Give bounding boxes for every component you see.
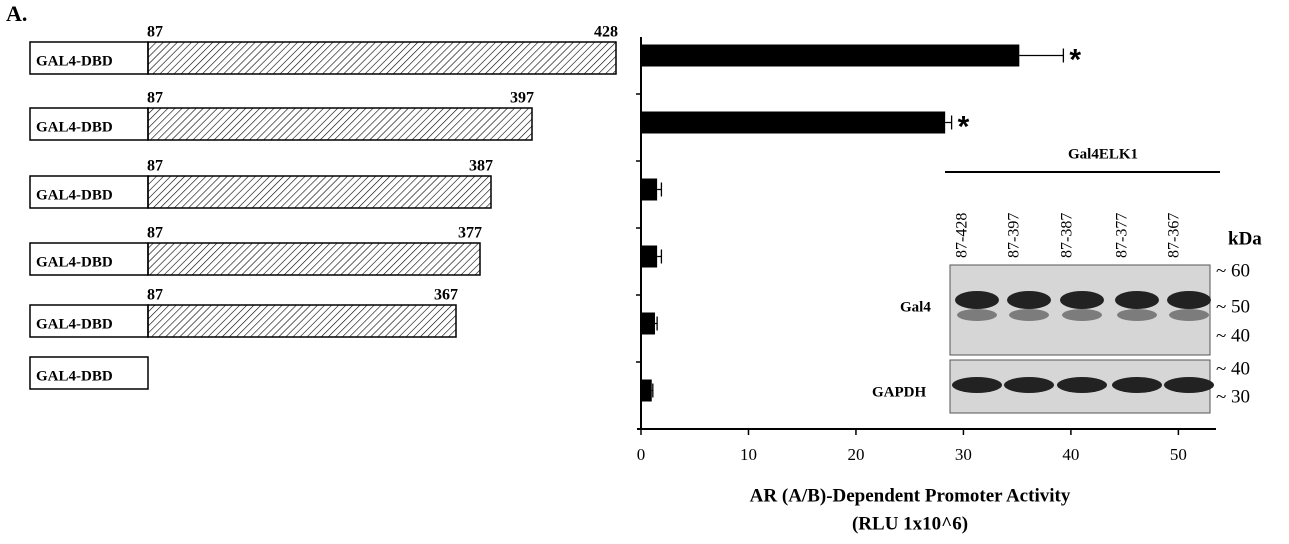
dbd-box (29, 107, 149, 141)
construct-end: 428 (594, 24, 618, 41)
size-marker: ~ 50 (1216, 296, 1250, 317)
bar (641, 245, 658, 268)
blot-band (1169, 309, 1209, 321)
construct-region (147, 242, 481, 276)
panel-label: A. (6, 1, 27, 26)
bar (641, 312, 655, 335)
error-bar (945, 115, 953, 130)
construct-start: 87 (147, 24, 163, 41)
x-tick-label: 20 (847, 445, 864, 464)
significance: * (958, 110, 970, 143)
error-bar (651, 383, 654, 398)
size-marker: ~ 40 (1216, 358, 1250, 379)
dbd-box (29, 304, 149, 338)
bar (641, 44, 1020, 67)
blot-band (1062, 309, 1102, 321)
blot-row-label: GAPDH (872, 384, 926, 400)
construct-start: 87 (147, 90, 163, 107)
bar (641, 178, 658, 201)
x-axis-label: (RLU 1x10^6) (852, 513, 968, 534)
error-bar (657, 182, 663, 197)
construct-label: GAL4-DBD (36, 187, 113, 203)
blot-band (1112, 377, 1162, 393)
x-tick-label: 50 (1170, 445, 1187, 464)
blot-band (1009, 309, 1049, 321)
construct-label: GAL4-DBD (36, 53, 113, 69)
lane-label: 87-367 (1166, 213, 1183, 258)
blot-band (1060, 291, 1104, 309)
x-tick-label: 40 (1062, 445, 1079, 464)
blot-band (1115, 291, 1159, 309)
lane-label: 87-397 (1006, 213, 1023, 258)
construct-label: GAL4-DBD (36, 368, 113, 384)
construct-region (147, 41, 617, 75)
construct-end: 397 (510, 90, 534, 107)
blot-band (1164, 377, 1214, 393)
dbd-box (29, 356, 149, 390)
construct-start: 87 (147, 158, 163, 175)
dbd-box (29, 175, 149, 209)
blot-unit: kDa (1228, 228, 1262, 249)
construct-label: GAL4-DBD (36, 316, 113, 332)
lane-label: 87-387 (1059, 213, 1076, 258)
significance: * (1069, 43, 1081, 76)
x-axis-label: AR (A/B)-Dependent Promoter Activity (750, 485, 1071, 506)
blot-band (957, 309, 997, 321)
construct-region (147, 107, 533, 141)
construct-label: GAL4-DBD (36, 119, 113, 135)
construct-label: GAL4-DBD (36, 254, 113, 270)
error-bar (657, 249, 663, 264)
blot-band (1004, 377, 1054, 393)
size-marker: ~ 60 (1216, 260, 1250, 281)
blot-band (955, 291, 999, 309)
construct-end: 367 (434, 287, 458, 304)
size-marker: ~ 40 (1216, 325, 1250, 346)
blot-band (1117, 309, 1157, 321)
size-marker: ~ 30 (1216, 386, 1250, 407)
blot-band (1007, 291, 1051, 309)
error-bar (1019, 48, 1065, 63)
bar (641, 379, 652, 402)
construct-end: 377 (458, 225, 482, 242)
construct-start: 87 (147, 225, 163, 242)
lane-label: 87-377 (1114, 213, 1131, 258)
blot-band (1057, 377, 1107, 393)
x-tick-label: 10 (740, 445, 757, 464)
blot-band (1167, 291, 1211, 309)
construct-start: 87 (147, 287, 163, 304)
lane-label: 87-428 (954, 213, 971, 258)
dbd-box (29, 41, 149, 75)
x-tick-label: 30 (955, 445, 972, 464)
construct-region (147, 304, 457, 338)
blot-row-label: Gal4 (900, 299, 931, 315)
blot-title: Gal4ELK1 (1068, 146, 1138, 162)
x-tick-label: 0 (637, 445, 646, 464)
blot-band (952, 377, 1002, 393)
construct-end: 387 (469, 158, 493, 175)
bar (641, 111, 946, 134)
error-bar (654, 316, 658, 331)
construct-region (147, 175, 492, 209)
